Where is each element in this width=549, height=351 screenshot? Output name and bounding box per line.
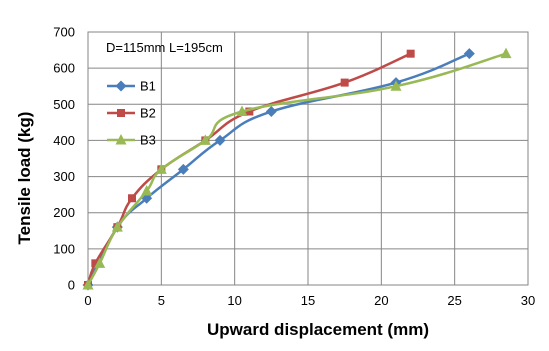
series-b1-point bbox=[177, 163, 189, 175]
legend-item-b3: B3 bbox=[107, 133, 156, 148]
x-tick-label: 5 bbox=[158, 293, 165, 308]
series-b2-point bbox=[406, 49, 415, 58]
y-tick-label: 400 bbox=[53, 133, 75, 148]
x-tick-label: 15 bbox=[301, 293, 315, 308]
series-b2-point bbox=[128, 194, 136, 203]
plot-area-border bbox=[87, 31, 529, 286]
series-b2-point bbox=[245, 107, 254, 116]
series-b1-point bbox=[463, 48, 475, 60]
y-axis-title: Tensile load (kg) bbox=[15, 112, 34, 245]
x-tick-label: 30 bbox=[521, 293, 535, 308]
series-b3-point bbox=[94, 257, 106, 268]
y-tick-label: 0 bbox=[68, 278, 75, 293]
x-tick-label: 25 bbox=[447, 293, 461, 308]
specimen-annotation: D=115mm L=195cm bbox=[106, 40, 223, 55]
series-b3-point bbox=[500, 47, 512, 59]
x-axis-ticks: 0 5 10 15 20 25 30 bbox=[84, 293, 535, 308]
y-tick-label: 500 bbox=[53, 97, 75, 112]
legend-swatch-marker bbox=[117, 109, 125, 117]
legend: B1 B2 B3 bbox=[107, 79, 156, 148]
series-b1-point bbox=[265, 106, 277, 118]
x-tick-label: 20 bbox=[374, 293, 388, 308]
series-b3-point bbox=[199, 134, 211, 145]
y-tick-label: 300 bbox=[53, 169, 75, 184]
x-axis-title: Upward displacement (mm) bbox=[207, 320, 429, 339]
y-tick-label: 600 bbox=[53, 61, 75, 76]
series-b2-point bbox=[91, 259, 100, 268]
legend-item-b2: B2 bbox=[107, 106, 156, 121]
x-tick-label: 10 bbox=[227, 293, 241, 308]
series-b3-point bbox=[390, 80, 402, 91]
y-tick-label: 200 bbox=[53, 205, 75, 220]
series-b3 bbox=[82, 47, 512, 290]
series-b3-point bbox=[236, 105, 248, 117]
data-series bbox=[82, 47, 512, 291]
series-b3-line bbox=[86, 52, 507, 286]
legend-swatch-marker bbox=[115, 80, 127, 92]
legend-item-b1: B1 bbox=[107, 79, 156, 94]
y-tick-label: 700 bbox=[53, 25, 75, 40]
legend-label: B3 bbox=[140, 133, 156, 148]
legend-label: B2 bbox=[140, 106, 156, 121]
series-b3-point bbox=[155, 163, 167, 174]
series-b3-point bbox=[111, 221, 123, 232]
series-b3-point bbox=[141, 185, 153, 196]
legend-label: B1 bbox=[140, 79, 156, 94]
series-b2-point bbox=[340, 78, 349, 87]
legend-swatch-marker bbox=[115, 134, 127, 145]
y-tick-label: 100 bbox=[53, 241, 75, 256]
series-b1-point bbox=[214, 134, 226, 146]
x-tick-label: 0 bbox=[84, 293, 91, 308]
series-b3-point bbox=[82, 279, 94, 290]
y-axis-ticks: 0 100 200 300 400 500 600 700 bbox=[53, 25, 75, 293]
